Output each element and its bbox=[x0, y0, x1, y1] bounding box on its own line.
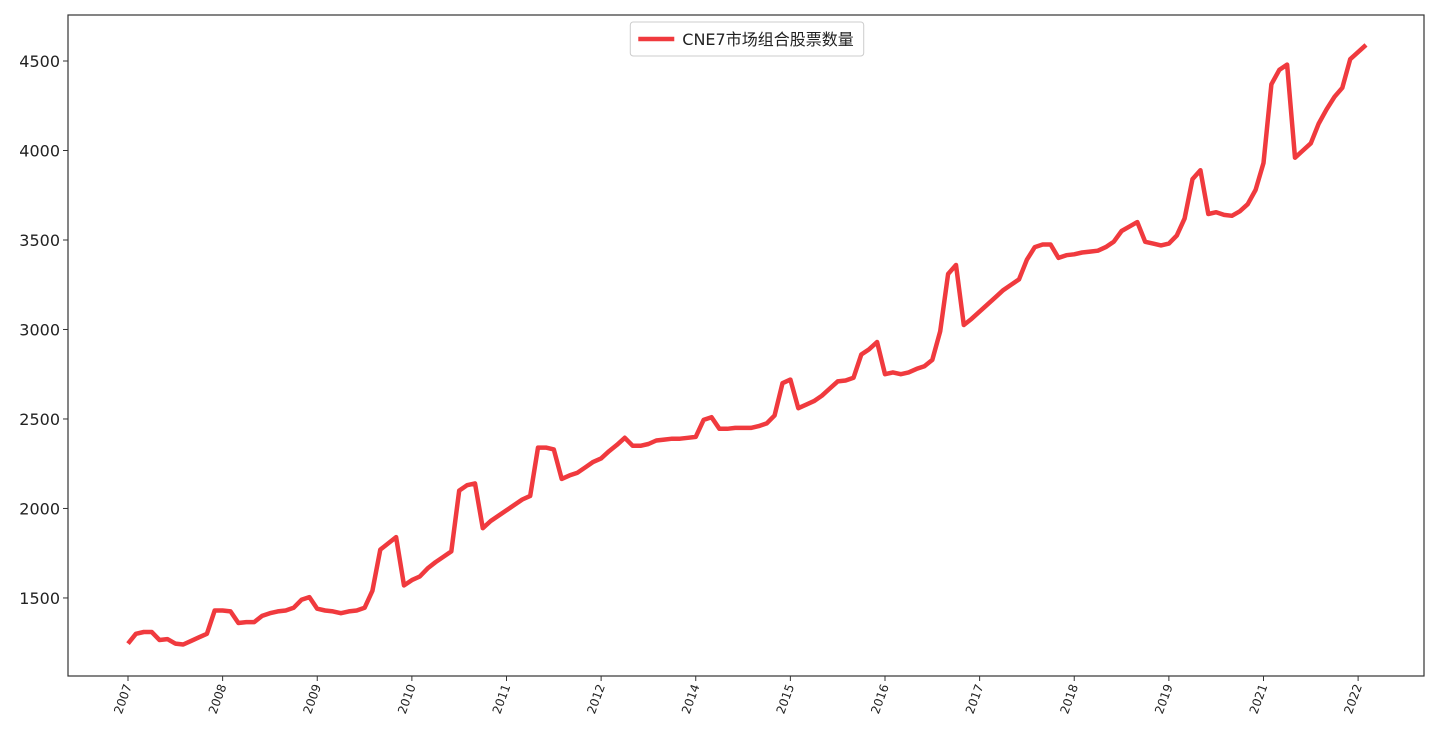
x-tick-label: 2022 bbox=[1341, 682, 1365, 715]
x-tick-label: 2017 bbox=[963, 682, 987, 715]
x-tick-label: 2007 bbox=[111, 682, 135, 715]
line-series bbox=[126, 43, 1368, 647]
y-tick-label: 1500 bbox=[19, 589, 60, 608]
x-tick-label: 2008 bbox=[206, 682, 230, 715]
y-tick-label: 3500 bbox=[19, 231, 60, 250]
legend-box bbox=[629, 21, 865, 57]
y-tick-label: 2500 bbox=[19, 410, 60, 429]
legend: CNE7市场组合股票数量 bbox=[629, 21, 865, 57]
legend-label: CNE7市场组合股票数量 bbox=[682, 30, 853, 49]
x-tick-label: 2012 bbox=[584, 682, 608, 715]
x-tick-label: 2016 bbox=[868, 682, 892, 715]
x-tick-label: 2010 bbox=[395, 682, 419, 715]
x-tick-label: 2014 bbox=[679, 682, 703, 715]
x-tick-label: 2018 bbox=[1057, 682, 1081, 715]
y-tick-label: 2000 bbox=[19, 499, 60, 518]
y-tick-label: 4500 bbox=[19, 52, 60, 71]
plot-frame bbox=[67, 14, 1425, 677]
y-tick-label: 4000 bbox=[19, 141, 60, 160]
x-tick-label: 2009 bbox=[300, 682, 324, 715]
x-tick-label: 2015 bbox=[774, 682, 798, 715]
x-tick-label: 2019 bbox=[1152, 682, 1176, 715]
x-tick-label: 2021 bbox=[1247, 682, 1271, 715]
y-tick-label: 3000 bbox=[19, 320, 60, 339]
x-tick-label: 2011 bbox=[490, 682, 514, 715]
